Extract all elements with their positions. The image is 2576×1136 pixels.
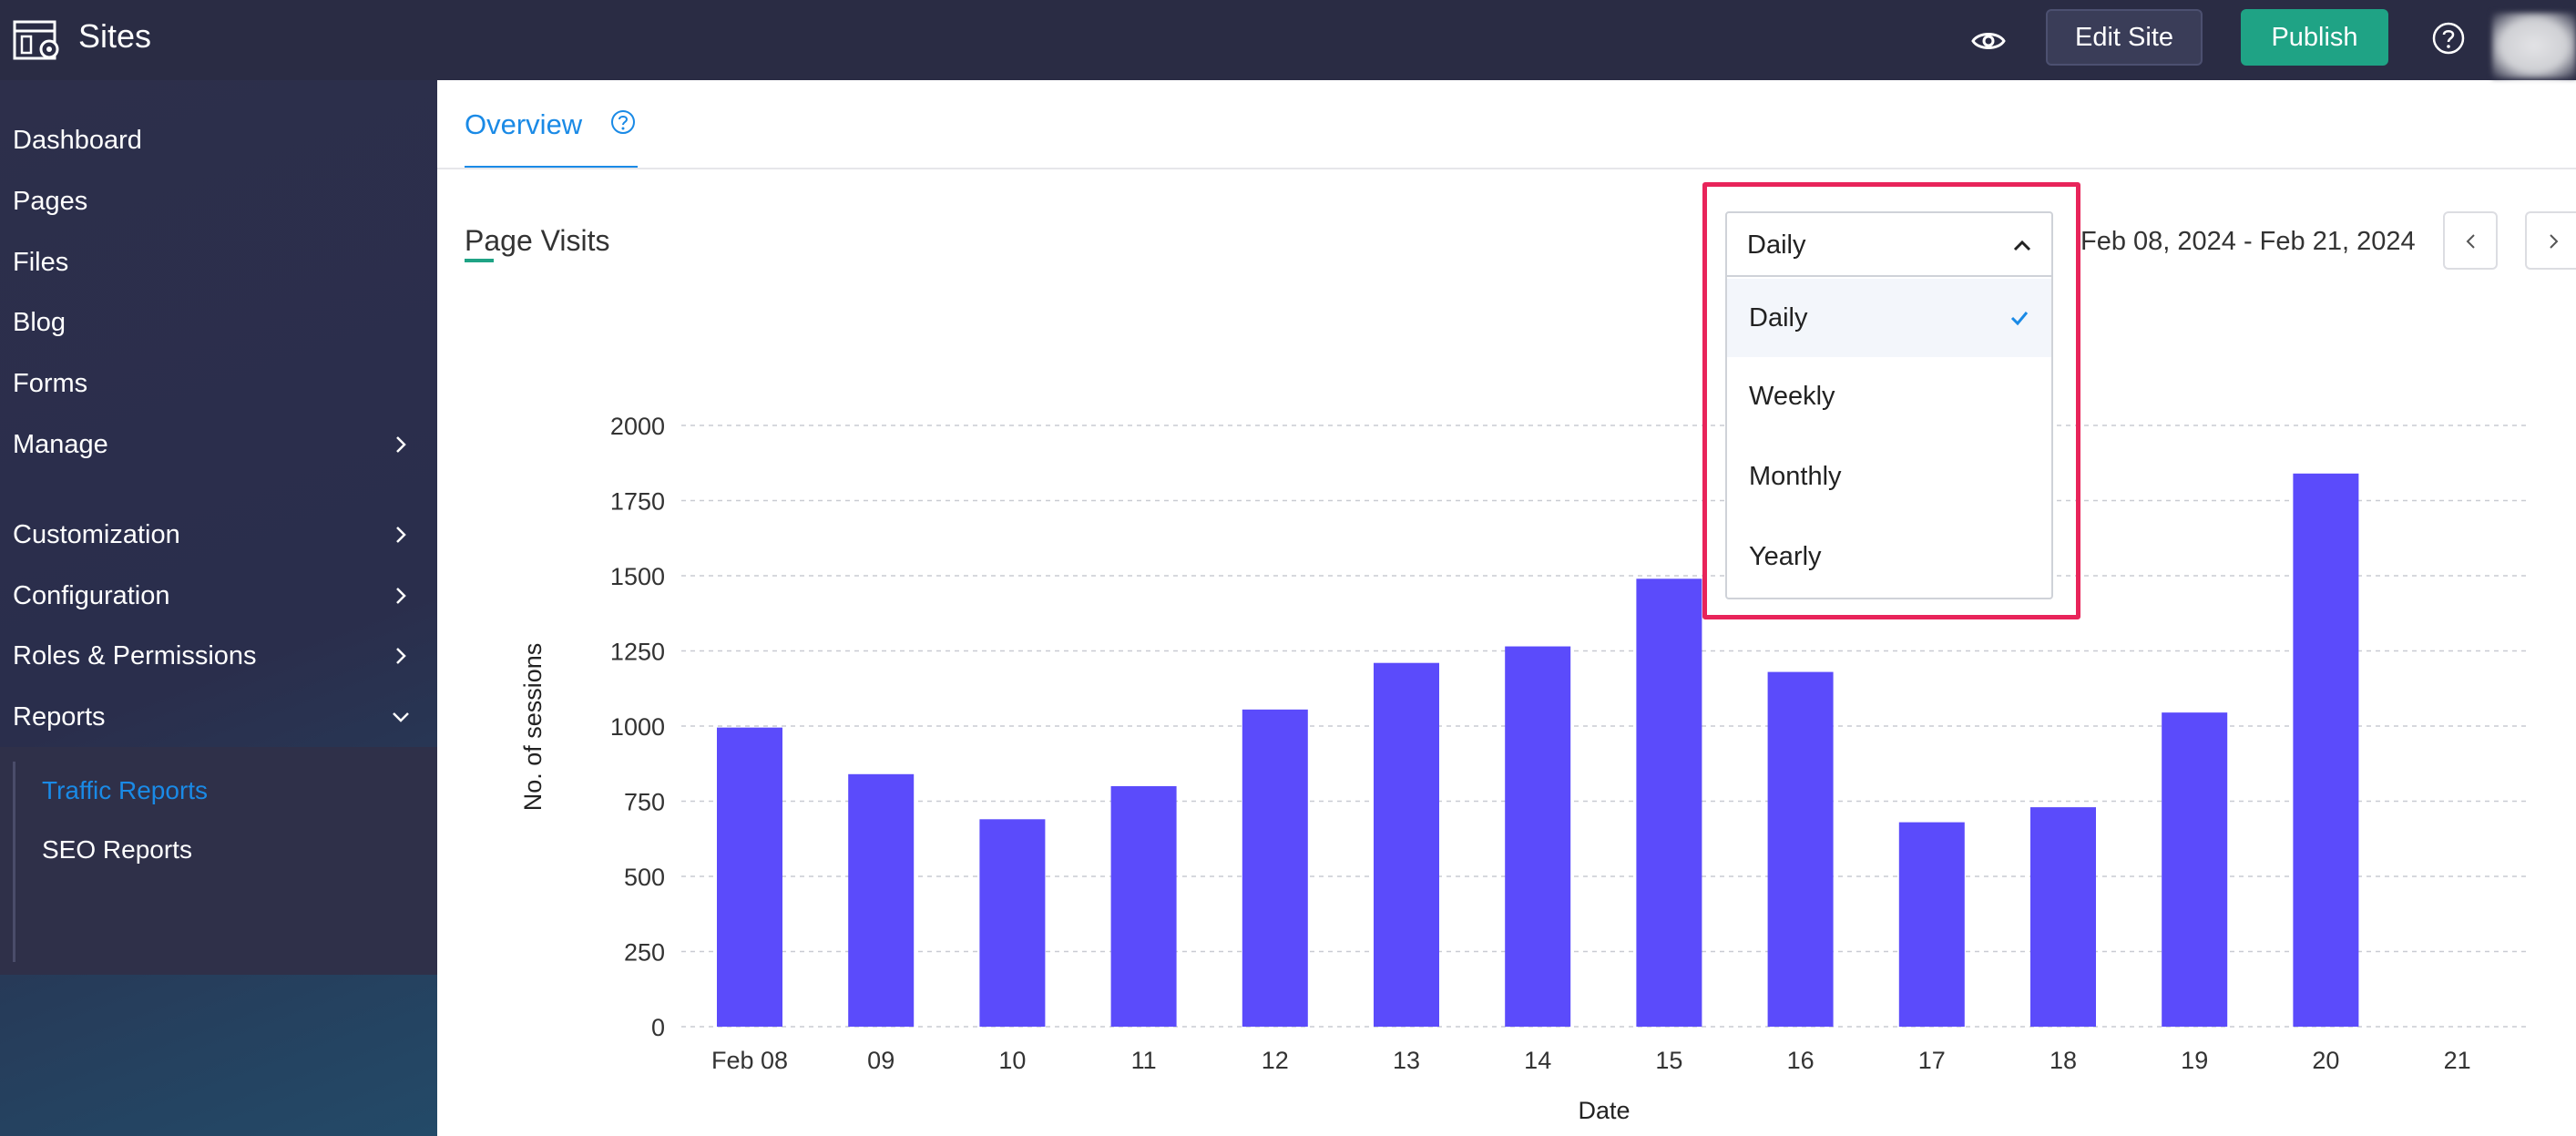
- top-bar: Sites Edit Site Publish: [0, 0, 2576, 80]
- dropdown-option-yearly[interactable]: Yearly: [1749, 542, 1822, 571]
- chart-bar[interactable]: [1636, 578, 1702, 1027]
- chart-bar[interactable]: [979, 819, 1046, 1027]
- x-tick-label: 17: [1918, 1047, 1946, 1074]
- date-range-label: Feb 08, 2024 - Feb 21, 2024: [2080, 227, 2416, 256]
- y-tick-label: 500: [624, 864, 665, 891]
- chevron-right-icon: [396, 527, 406, 543]
- avatar[interactable]: [2492, 13, 2576, 78]
- sidebar-item-forms[interactable]: Forms: [13, 369, 88, 398]
- x-tick-label: 15: [1655, 1047, 1682, 1074]
- chart-bar[interactable]: [717, 727, 782, 1027]
- check-icon: [2010, 312, 2029, 326]
- x-tick-label: 10: [998, 1047, 1026, 1074]
- sites-logo-icon: [13, 20, 59, 60]
- publish-button[interactable]: Publish: [2241, 9, 2388, 66]
- sidebar-item-configuration[interactable]: Configuration: [13, 576, 414, 616]
- chevron-right-icon: [396, 588, 406, 604]
- x-tick-label: 09: [867, 1047, 894, 1074]
- x-tick-label: 21: [2444, 1047, 2471, 1074]
- x-axis-label: Date: [1578, 1097, 1630, 1124]
- sidebar-item-reports[interactable]: Reports: [13, 697, 414, 737]
- sidebar-item-customization[interactable]: Customization: [13, 515, 414, 555]
- chart-bar[interactable]: [848, 773, 915, 1027]
- previous-range-button[interactable]: [2443, 211, 2498, 270]
- x-tick-label: 11: [1131, 1047, 1157, 1074]
- x-tick-label: 19: [2181, 1047, 2208, 1074]
- chevron-left-icon: [2466, 234, 2475, 249]
- preview-eye-icon[interactable]: [1969, 22, 2008, 60]
- y-tick-label: 1500: [610, 563, 665, 590]
- chart-bar[interactable]: [1374, 662, 1439, 1027]
- y-tick-label: 2000: [610, 413, 665, 440]
- edit-site-button[interactable]: Edit Site: [2046, 9, 2203, 66]
- reports-submenu: [0, 747, 437, 975]
- chevron-right-icon: [396, 436, 406, 453]
- sidebar-item-blog[interactable]: Blog: [13, 308, 66, 337]
- chevron-right-icon: [2550, 234, 2559, 249]
- chart-bar[interactable]: [1767, 671, 1834, 1027]
- y-tick-label: 1000: [610, 713, 665, 741]
- section-title: Page Visits: [465, 224, 610, 257]
- sidebar-item-files[interactable]: Files: [13, 248, 69, 277]
- chevron-down-icon: [393, 712, 409, 722]
- sidebar-item-dashboard[interactable]: Dashboard: [13, 126, 142, 155]
- interval-dropdown-menu: Daily Weekly Monthly Yearly: [1725, 277, 2053, 599]
- y-tick-label: 750: [624, 789, 665, 816]
- section-title-accent: [465, 259, 494, 262]
- dropdown-option-monthly[interactable]: Monthly: [1749, 462, 1842, 491]
- x-tick-label: 13: [1393, 1047, 1420, 1074]
- chart-bar[interactable]: [1242, 709, 1308, 1027]
- chart-bar[interactable]: [2162, 712, 2228, 1027]
- sidebar-subitem-traffic-reports[interactable]: Traffic Reports: [42, 776, 209, 804]
- x-tick-label: 14: [1524, 1047, 1551, 1074]
- page-visits-chart: 0 250 500 750 1000 1250 1500 1750 2000 Feb 08 09 10…: [519, 413, 2529, 1124]
- sidebar-item-manage[interactable]: Manage: [13, 425, 414, 465]
- chart-bar[interactable]: [2030, 807, 2096, 1027]
- y-axis-label: No. of sessions: [519, 643, 547, 812]
- y-tick-label: 1250: [610, 639, 665, 666]
- x-tick-label: Feb 08: [711, 1047, 788, 1074]
- chart-bar[interactable]: [2293, 473, 2359, 1027]
- help-icon[interactable]: [2430, 20, 2467, 56]
- overview-help-icon[interactable]: [608, 107, 638, 137]
- dropdown-option-daily[interactable]: Daily: [1727, 279, 2051, 357]
- chart-bar[interactable]: [1898, 822, 1965, 1027]
- x-tick-label: 18: [2050, 1047, 2077, 1074]
- tab-active-indicator: [465, 166, 638, 169]
- chart-bar[interactable]: [1505, 646, 1571, 1027]
- y-tick-label: 0: [651, 1014, 665, 1041]
- chevron-right-icon: [396, 648, 406, 664]
- sidebar-item-roles-permissions[interactable]: Roles & Permissions: [13, 636, 414, 676]
- submenu-divider: [13, 762, 15, 962]
- sidebar-subitem-seo-reports[interactable]: SEO Reports: [42, 835, 192, 864]
- x-tick-label: 16: [1787, 1047, 1814, 1074]
- chevron-up-icon: [2013, 240, 2031, 251]
- chart-bar[interactable]: [1110, 786, 1177, 1027]
- x-tick-label: 20: [2312, 1047, 2339, 1074]
- next-range-button[interactable]: [2525, 211, 2576, 270]
- y-tick-label: 250: [624, 939, 665, 967]
- dropdown-option-weekly[interactable]: Weekly: [1749, 382, 1835, 411]
- sidebar-item-pages[interactable]: Pages: [13, 187, 88, 216]
- dropdown-highlight: [1702, 182, 2080, 619]
- interval-select[interactable]: Daily: [1725, 211, 2053, 277]
- header-divider: [437, 168, 2576, 169]
- tab-overview[interactable]: Overview: [465, 108, 583, 140]
- interval-select-value: Daily: [1747, 230, 1806, 260]
- app-title: Sites: [78, 17, 152, 55]
- y-tick-label: 1750: [610, 488, 665, 516]
- x-tick-label: 12: [1262, 1047, 1289, 1074]
